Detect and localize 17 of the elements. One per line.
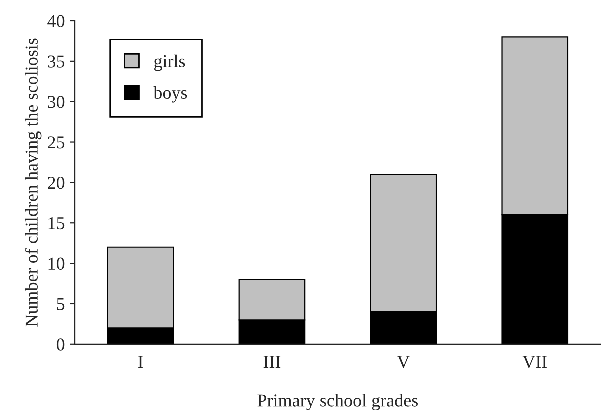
y-tick-label: 0 xyxy=(56,338,65,351)
y-tick-label: 25 xyxy=(48,136,65,149)
y-tick-label: 20 xyxy=(48,176,65,190)
x-tick-label: I xyxy=(138,356,144,368)
y-tick-label: 30 xyxy=(48,96,65,108)
x-tick-label: VII xyxy=(522,356,548,368)
x-tick-label: III xyxy=(264,356,281,368)
legend-label: girls xyxy=(154,54,186,72)
y-tick-label: 15 xyxy=(48,217,65,230)
y-tick-label: 40 xyxy=(48,15,65,28)
y-axis-title: Number of children having the scoliosis xyxy=(25,38,42,327)
x-tick-label: V xyxy=(397,356,410,368)
y-tick-label: 10 xyxy=(48,258,65,270)
x-axis-title: Primary school grades xyxy=(258,394,418,411)
y-tick-label: 35 xyxy=(48,56,65,68)
y-tick-label: 5 xyxy=(57,298,65,310)
legend-label: boys xyxy=(154,86,188,103)
